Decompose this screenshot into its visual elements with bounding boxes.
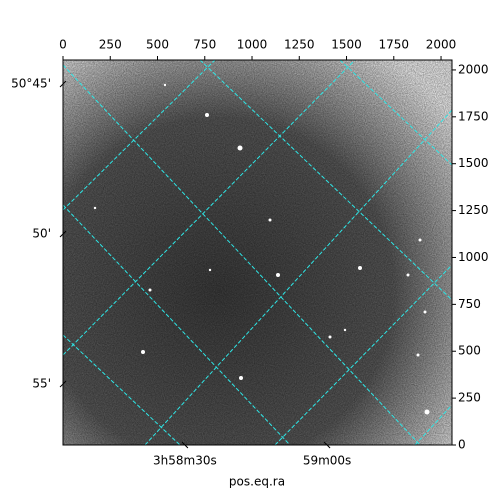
x-tick-label: 1750	[379, 38, 410, 52]
x-tick-label: 1000	[237, 38, 268, 52]
x-tick-label: 500	[146, 38, 169, 52]
left-tick	[59, 380, 67, 388]
bottom-tick	[181, 441, 189, 449]
bottom-tick-label: 3h58m30s	[153, 454, 217, 468]
bottom-tick-label: 59m00s	[303, 454, 351, 468]
y-tick-label: 1000	[458, 250, 489, 264]
y-tick-label: 1250	[458, 203, 489, 217]
left-tick-label: 55'	[32, 377, 51, 391]
y-tick-label: 1750	[458, 109, 489, 123]
y-tick-label: 250	[458, 391, 481, 405]
left-tick	[59, 230, 67, 238]
left-tick-label: 50°45'	[11, 77, 51, 91]
y-tick-label: 750	[458, 297, 481, 311]
x-tick-label: 0	[59, 38, 67, 52]
x-tick-label: 250	[99, 38, 122, 52]
left-tick	[59, 80, 67, 88]
y-tick-label: 1500	[458, 156, 489, 170]
y-tick-label: 0	[458, 438, 466, 452]
y-tick-label: 2000	[458, 62, 489, 76]
y-tick-label: 500	[458, 344, 481, 358]
axes-frame	[62, 59, 453, 446]
x-tick-label: 1500	[331, 38, 362, 52]
x-tick-label: 1250	[284, 38, 315, 52]
sky-image	[63, 60, 452, 445]
bottom-tick	[323, 441, 331, 449]
left-tick-label: 50'	[32, 227, 51, 241]
x-tick-label: 750	[193, 38, 216, 52]
x-axis-label: pos.eq.ra	[229, 475, 285, 489]
x-tick-label: 2000	[426, 38, 457, 52]
